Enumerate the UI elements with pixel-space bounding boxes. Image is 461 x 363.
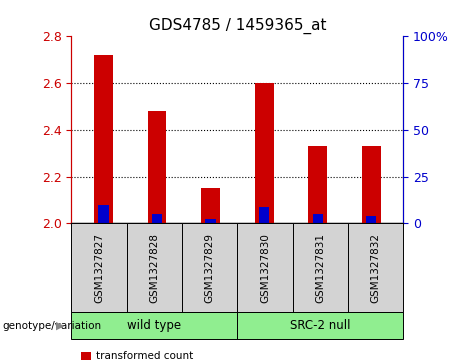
Text: GSM1327832: GSM1327832 [371,233,381,303]
Text: wild type: wild type [127,319,182,332]
Bar [366,216,377,223]
Bar [206,219,216,223]
Bar [94,55,113,223]
Text: transformed count: transformed count [96,351,194,361]
Bar [99,205,109,223]
Text: GSM1327828: GSM1327828 [149,233,160,303]
Bar [259,207,269,223]
Title: GDS4785 / 1459365_at: GDS4785 / 1459365_at [148,17,326,33]
Text: genotype/variation: genotype/variation [2,321,101,331]
Text: GSM1327830: GSM1327830 [260,233,270,303]
Bar [313,214,323,223]
Bar [362,146,381,223]
Bar [148,111,166,223]
Bar [308,146,327,223]
Bar [152,214,162,223]
Text: GSM1327827: GSM1327827 [94,233,104,303]
Text: SRC-2 null: SRC-2 null [290,319,351,332]
Bar [201,188,220,223]
Bar [255,83,273,223]
Text: GSM1327829: GSM1327829 [205,233,215,303]
Text: GSM1327831: GSM1327831 [315,233,325,303]
Text: ▶: ▶ [56,321,64,331]
